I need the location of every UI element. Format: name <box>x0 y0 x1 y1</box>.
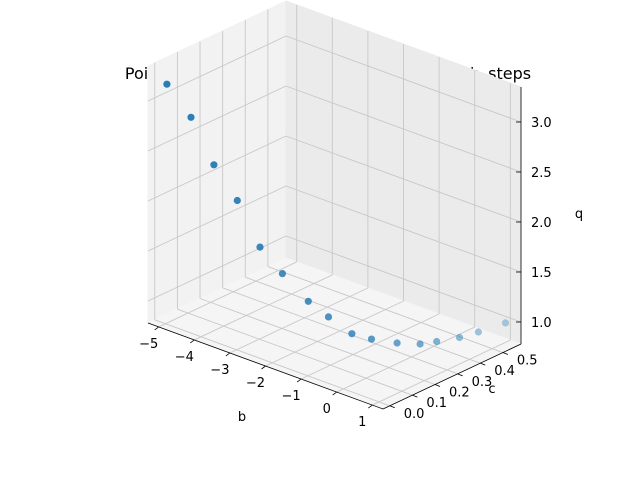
data-point <box>187 113 195 121</box>
z-tick-label: 1.5 <box>531 266 552 281</box>
x-tick <box>154 326 159 331</box>
y-tick-label: 0.0 <box>404 407 425 422</box>
y-gridline-floor <box>199 298 436 385</box>
data-point <box>210 161 218 169</box>
data-points <box>163 80 510 348</box>
data-point <box>324 313 333 321</box>
x-gridline-floor <box>194 274 333 341</box>
y-gridline-floor <box>177 308 413 396</box>
y-tick-label: 0.5 <box>517 354 538 369</box>
y-gridline-floor <box>267 266 504 353</box>
y-tick-label: 0.1 <box>426 396 447 411</box>
x-gridline-floor <box>158 261 297 328</box>
x-tick-label: −3 <box>210 363 229 378</box>
y-tick-label: 0.2 <box>449 385 470 400</box>
data-point <box>455 333 464 342</box>
z-tick-label: 1.0 <box>531 316 552 331</box>
data-point <box>163 80 171 88</box>
data-point <box>256 243 264 251</box>
data-point <box>433 337 441 346</box>
x-tick <box>368 404 373 409</box>
data-point <box>367 335 376 343</box>
y-tick <box>389 405 395 409</box>
data-point <box>416 340 424 348</box>
x-axis: −5 −4 −3 −2 −1 0 1 <box>139 326 373 430</box>
x-tick <box>261 365 266 370</box>
x-tick-label: 1 <box>358 415 366 430</box>
data-point <box>278 270 286 278</box>
z-gridline-left <box>147 85 287 152</box>
y-tick <box>412 394 418 398</box>
x-gridline-floor <box>336 326 475 393</box>
x-tick-label: 0 <box>323 402 331 417</box>
data-point <box>304 297 312 305</box>
z-gridline-left <box>147 35 287 102</box>
y-gridline-floor <box>154 319 390 407</box>
y-axis-label: c <box>488 382 495 397</box>
data-point <box>474 328 482 336</box>
x-gridline-floor <box>265 300 404 367</box>
data-point <box>393 339 401 347</box>
gridlines <box>147 4 522 407</box>
x-gridline-floor <box>372 339 511 406</box>
x-tick-label: −4 <box>175 350 194 365</box>
x-tick <box>225 352 231 357</box>
x-tick <box>190 339 195 344</box>
x-tick <box>332 391 337 396</box>
y-tick <box>480 362 486 366</box>
z-gridline-back <box>285 85 522 173</box>
x-tick-label: −2 <box>246 376 265 391</box>
z-gridline-back <box>285 35 522 123</box>
z-tick-label: 3.0 <box>531 116 552 131</box>
data-point <box>501 319 510 327</box>
y-tick <box>434 384 441 387</box>
data-point <box>233 196 241 205</box>
z-tick-label: 2.0 <box>531 216 552 231</box>
z-axis-label: q <box>575 207 583 222</box>
z-gridline-back <box>285 135 522 223</box>
y-gridline-floor <box>245 276 481 364</box>
x-tick <box>296 378 302 383</box>
z-gridline-back <box>285 185 522 273</box>
y-tick <box>502 352 509 355</box>
data-point <box>348 330 356 338</box>
z-gridline-back <box>285 235 522 323</box>
y-tick-label: 0.3 <box>472 375 493 390</box>
y-axis: 0.00.10.20.30.40.5 <box>389 352 538 422</box>
z-gridline-left <box>147 135 287 202</box>
y-tick <box>457 373 463 377</box>
x-axis-label: b <box>238 410 246 425</box>
y-axis-line <box>382 343 522 410</box>
x-tick-label: −1 <box>282 389 301 404</box>
y-gridline-floor <box>222 287 458 375</box>
y-tick-label: 0.4 <box>494 364 515 379</box>
x-gridline-floor <box>229 287 369 354</box>
x-tick-label: −5 <box>139 337 158 352</box>
x-gridline-floor <box>300 313 440 380</box>
z-tick-label: 2.5 <box>531 166 552 181</box>
z-axis: 1.0 1.5 2.0 2.5 3.0 <box>516 116 552 331</box>
z-gridline-left <box>147 185 287 252</box>
